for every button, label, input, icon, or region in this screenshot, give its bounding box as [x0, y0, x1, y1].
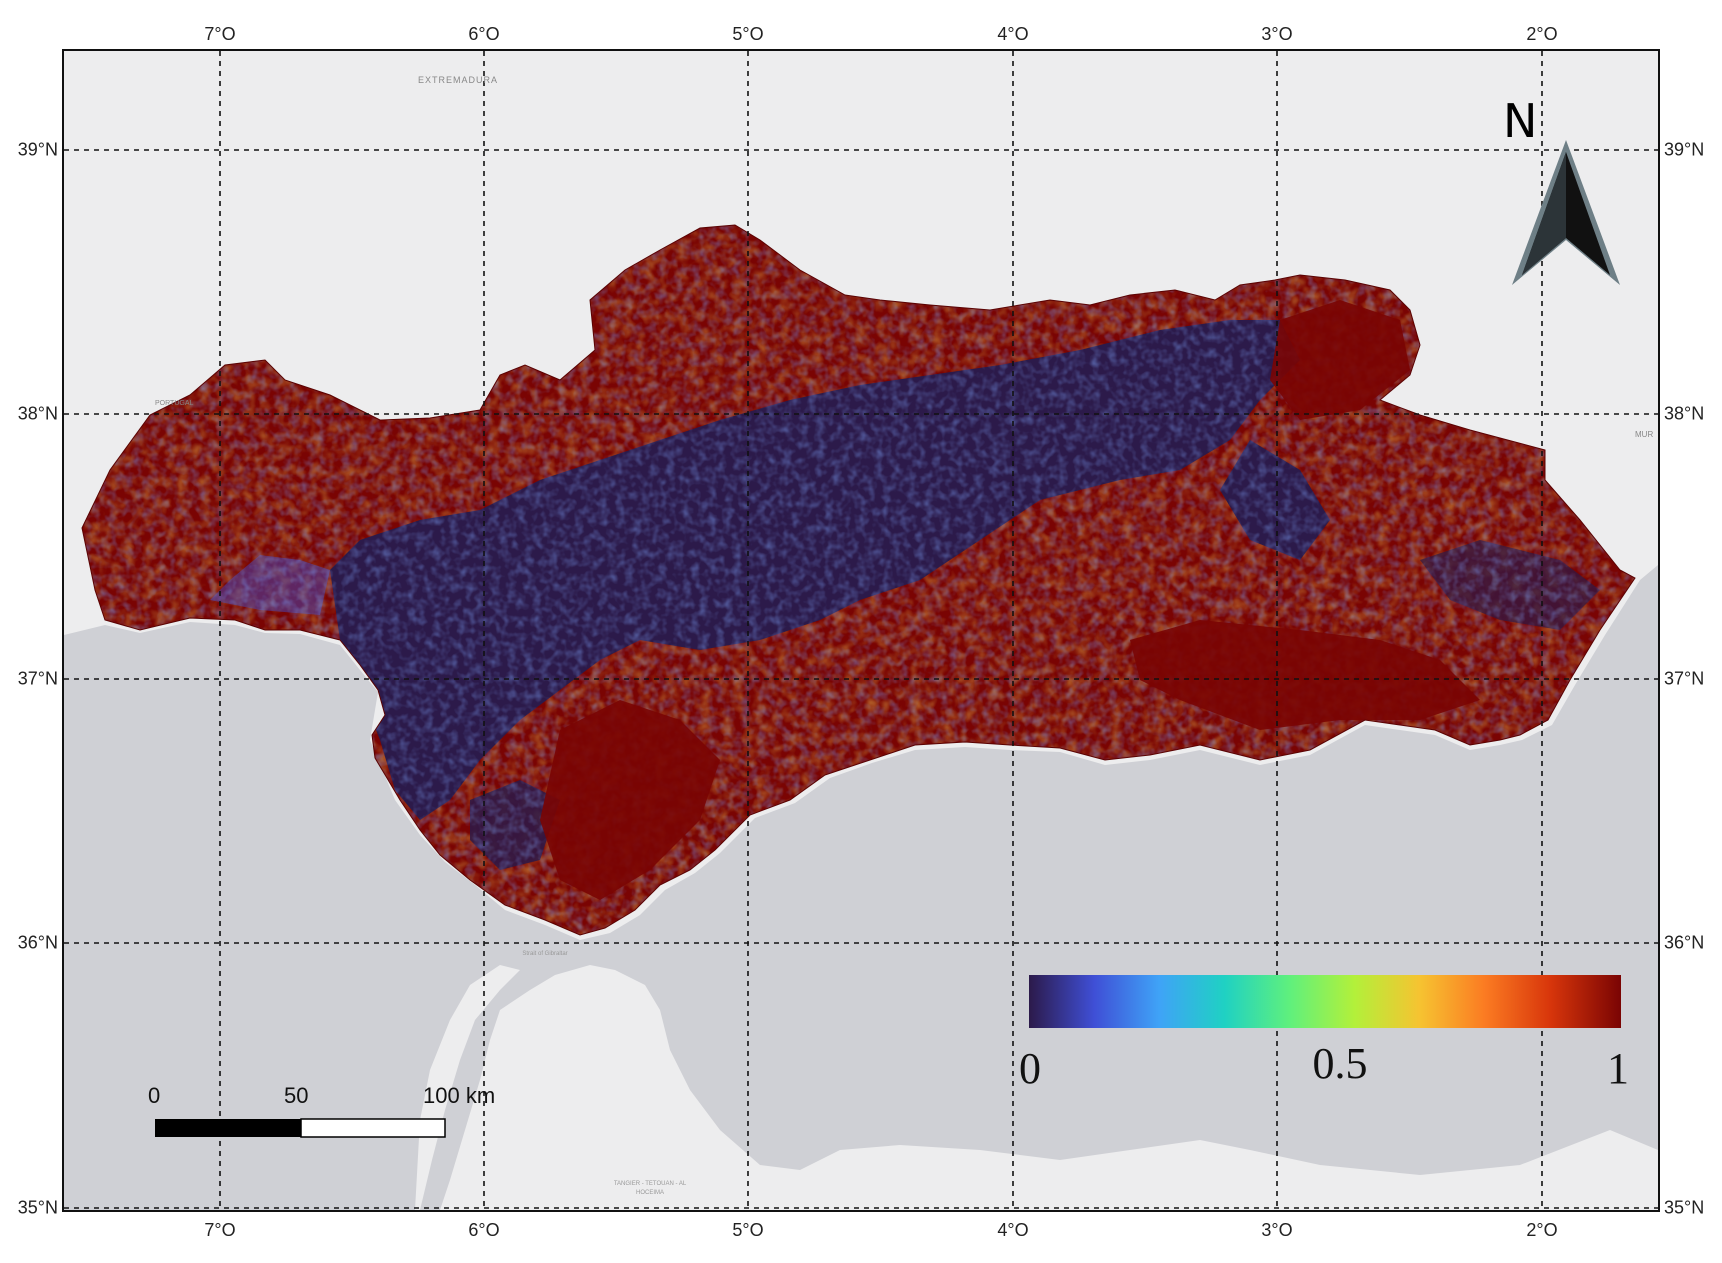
lon-tick-bottom: 4°O	[997, 1220, 1029, 1240]
lon-tick-top: 6°O	[468, 24, 500, 44]
lat-tick-left: 35°N	[17, 1197, 58, 1218]
lat-tick-right: 38°N	[1664, 403, 1705, 424]
lon-tick-top: 3°O	[1261, 24, 1293, 44]
colorbar-min-label: 0	[1019, 1044, 1041, 1093]
scale-label-100km: 100 km	[423, 1083, 496, 1108]
lat-tick-right: 37°N	[1664, 668, 1705, 689]
lon-tick-bottom: 2°O	[1526, 1220, 1558, 1240]
place-label-strait-gibraltar: Strait of Gibraltar	[522, 951, 568, 957]
place-label-extremadura: EXTREMADURA	[418, 75, 499, 85]
colorbar	[1029, 975, 1621, 1028]
lon-tick-top: 4°O	[997, 24, 1029, 44]
lat-tick-left: 36°N	[17, 932, 58, 953]
lat-tick-left: 38°N	[17, 403, 58, 424]
lat-tick-right: 35°N	[1664, 1197, 1705, 1218]
lon-tick-top: 5°O	[732, 24, 764, 44]
lat-tick-left: 39°N	[17, 139, 58, 160]
north-label: N	[1503, 94, 1538, 148]
place-label-portugal: PORTUGAL	[155, 400, 194, 407]
lon-tick-bottom: 7°O	[204, 1220, 236, 1240]
colorbar-max-label: 1	[1607, 1044, 1629, 1093]
scale-label-0: 0	[148, 1083, 161, 1108]
place-label-murcia: MUR	[1635, 430, 1654, 439]
scale-label-50: 50	[284, 1083, 309, 1108]
north-arrow-icon	[1512, 140, 1620, 285]
colorbar-mid-label: 0.5	[1312, 1039, 1368, 1088]
lon-tick-top: 2°O	[1526, 24, 1558, 44]
scale-bar	[155, 1118, 446, 1138]
lat-tick-right: 36°N	[1664, 932, 1705, 953]
sea-area	[64, 565, 1658, 1210]
lon-tick-bottom: 3°O	[1261, 1220, 1293, 1240]
place-label-tangier: TANGIER - TETOUAN - AL HOCEIMA	[613, 1181, 687, 1196]
lat-tick-left: 37°N	[17, 668, 58, 689]
lon-tick-top: 7°O	[204, 24, 236, 44]
lon-tick-bottom: 6°O	[468, 1220, 500, 1240]
lon-tick-bottom: 5°O	[732, 1220, 764, 1240]
lat-tick-right: 39°N	[1664, 139, 1705, 160]
